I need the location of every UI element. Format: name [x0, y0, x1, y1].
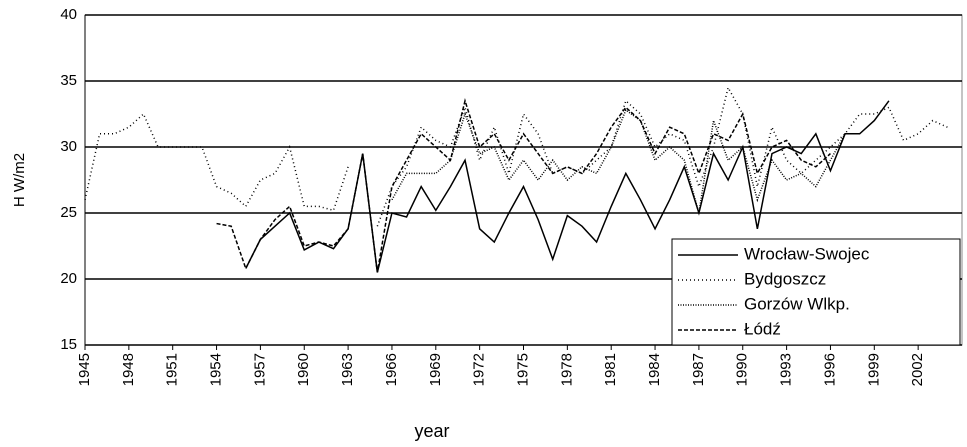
x-tick-label: 1993 — [778, 353, 795, 386]
x-tick-label: 1966 — [383, 353, 400, 386]
x-tick-label: 1963 — [339, 353, 356, 386]
y-tick-label: 35 — [60, 72, 77, 89]
x-tick-label: 1984 — [646, 353, 663, 386]
x-tick-label: 1954 — [208, 353, 225, 386]
y-tick-label: 30 — [60, 138, 77, 155]
x-tick-label: 1945 — [76, 353, 93, 386]
legend-label: Łódź — [744, 319, 781, 338]
series-line — [84, 85, 948, 227]
y-tick-label: 20 — [60, 270, 77, 287]
x-tick-label: 1972 — [471, 353, 488, 386]
x-tick-label: 1987 — [690, 353, 707, 386]
y-tick-label: 25 — [60, 204, 77, 221]
series-line — [245, 100, 890, 273]
x-tick-label: 1981 — [602, 353, 619, 386]
x-tick-label: 1996 — [821, 353, 838, 386]
x-tick-label: 1957 — [251, 353, 268, 386]
x-tick-label: 2002 — [909, 353, 926, 386]
x-tick-label: 1990 — [734, 353, 751, 386]
x-tick-label: 1969 — [427, 353, 444, 386]
legend-label: Bydgoszcz — [744, 269, 826, 288]
x-tick-label: 1951 — [164, 353, 181, 386]
series-line — [216, 98, 831, 273]
x-tick-label: 1960 — [295, 353, 312, 386]
x-tick-label: 1999 — [865, 353, 882, 386]
legend-box — [671, 238, 961, 346]
y-axis-label: H W/m2 — [11, 153, 28, 207]
y-tick-label: 15 — [60, 336, 77, 353]
x-tick-label: 1948 — [120, 353, 137, 386]
legend-label: Wrocław-Swojec — [744, 244, 870, 263]
x-axis-label: year — [414, 421, 449, 441]
legend-label: Gorzów Wlkp. — [744, 294, 850, 313]
y-tick-label: 40 — [60, 6, 77, 23]
series-line — [391, 108, 846, 214]
x-tick-label: 1978 — [558, 353, 575, 386]
x-tick-label: 1975 — [514, 353, 531, 386]
